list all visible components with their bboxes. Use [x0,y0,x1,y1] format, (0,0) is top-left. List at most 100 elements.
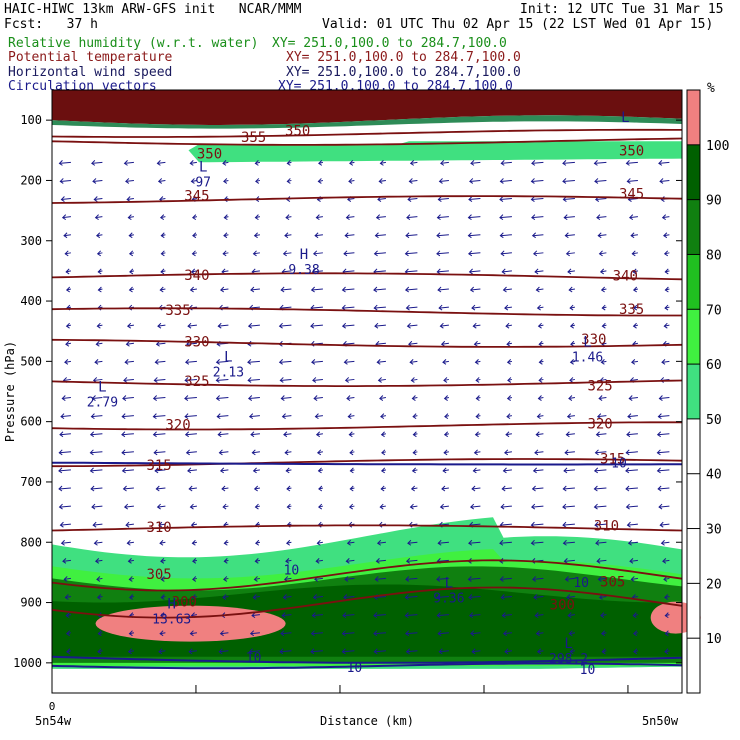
vector-arrow [499,216,512,219]
vector-head [312,594,317,600]
vector-head [600,358,605,365]
vector-arrow [625,487,638,490]
vector-head [222,594,227,600]
vector-head [91,395,96,401]
theta-label: 310 [594,518,619,534]
vector-arrow [657,469,670,472]
vector-head [255,539,260,546]
vector-head [499,557,504,564]
vector-arrow [58,469,71,472]
vector-arrow [503,288,512,291]
vector-head [569,358,574,365]
vector-arrow [662,559,670,562]
y-tick-label: 200 [20,173,42,187]
vector-head [125,178,130,184]
wind-label: 10 [573,576,589,591]
vector-head [662,557,667,564]
vector-head [467,576,472,582]
colorbar-level-label: 90 [706,194,722,209]
vector-head [596,557,601,564]
y-tick-label: 800 [20,535,42,549]
vector-arrow [663,342,670,345]
vector-arrow [406,216,418,219]
vector-head [123,503,129,510]
vector-head [438,178,443,184]
vector-head [407,196,412,202]
vector-head [250,431,255,438]
vector-arrow [663,234,670,237]
vector-head [500,160,505,166]
vector-head [534,612,539,619]
vector-head [129,594,134,600]
vector-arrow [627,415,638,418]
vector-arrow [122,415,134,418]
vector-head [282,250,288,257]
vector-arrow [252,451,260,454]
vector-arrow [375,234,386,237]
vector-head [345,557,350,564]
vector-arrow [64,577,71,580]
vector-head [436,594,441,600]
wind-contour-0 [52,461,682,466]
vector-head [91,503,96,510]
theta-contour-330 [51,338,683,348]
vector-head [97,286,102,293]
vector-head [160,232,165,239]
vector-head [348,503,354,510]
vector-head [530,178,535,184]
vector-arrow [376,216,386,219]
theta-label: 320 [165,418,190,434]
vector-head [155,340,160,347]
vector-head [188,485,193,492]
vector-head [90,413,95,420]
vector-arrow [473,324,481,327]
vector-arrow [531,198,544,201]
vector-head [594,449,599,456]
vector-head [155,485,160,492]
vector-head [408,178,413,184]
theta-label: 300 [172,594,197,610]
vector-head [563,214,568,221]
vector-arrow [405,234,418,237]
vector-head [598,395,603,401]
vector-head [664,612,669,619]
vector-arrow [532,577,544,580]
vector-arrow [344,360,355,363]
vector-head [594,178,599,184]
vector-head [442,467,447,474]
vector-arrow [250,433,260,436]
vector-head [189,160,194,166]
vector-head [348,178,353,184]
vector-head [506,340,511,347]
vector-arrow [282,415,292,418]
vector-arrow [60,415,71,418]
vector-head [62,557,67,564]
vector-head [315,431,321,438]
vector-head [223,576,228,582]
vector-head [377,377,382,383]
vector-arrow [93,378,103,381]
vector-arrow [663,577,670,580]
vector-arrow [568,397,575,400]
vector-head [223,178,228,184]
vector-arrow [405,614,418,617]
vector-arrow [531,505,544,508]
field-theta-xy: XY= 251.0,100.0 to 284.7,100.0 [286,50,521,65]
vector-head [404,286,410,293]
vector-arrow [317,541,323,544]
vector-arrow [443,469,449,472]
vector-arrow [536,433,544,436]
vector-arrow [216,360,229,363]
vector-arrow [563,487,575,490]
vector-head [185,449,191,456]
vector-head [507,377,512,383]
vector-head [565,431,570,438]
vector-arrow [531,541,544,544]
vector-head [64,594,69,600]
vector-arrow [375,342,386,345]
colorbar-swatch [687,473,700,529]
vector-head [127,557,132,564]
vector-arrow [348,415,355,418]
vector-arrow [500,179,512,182]
